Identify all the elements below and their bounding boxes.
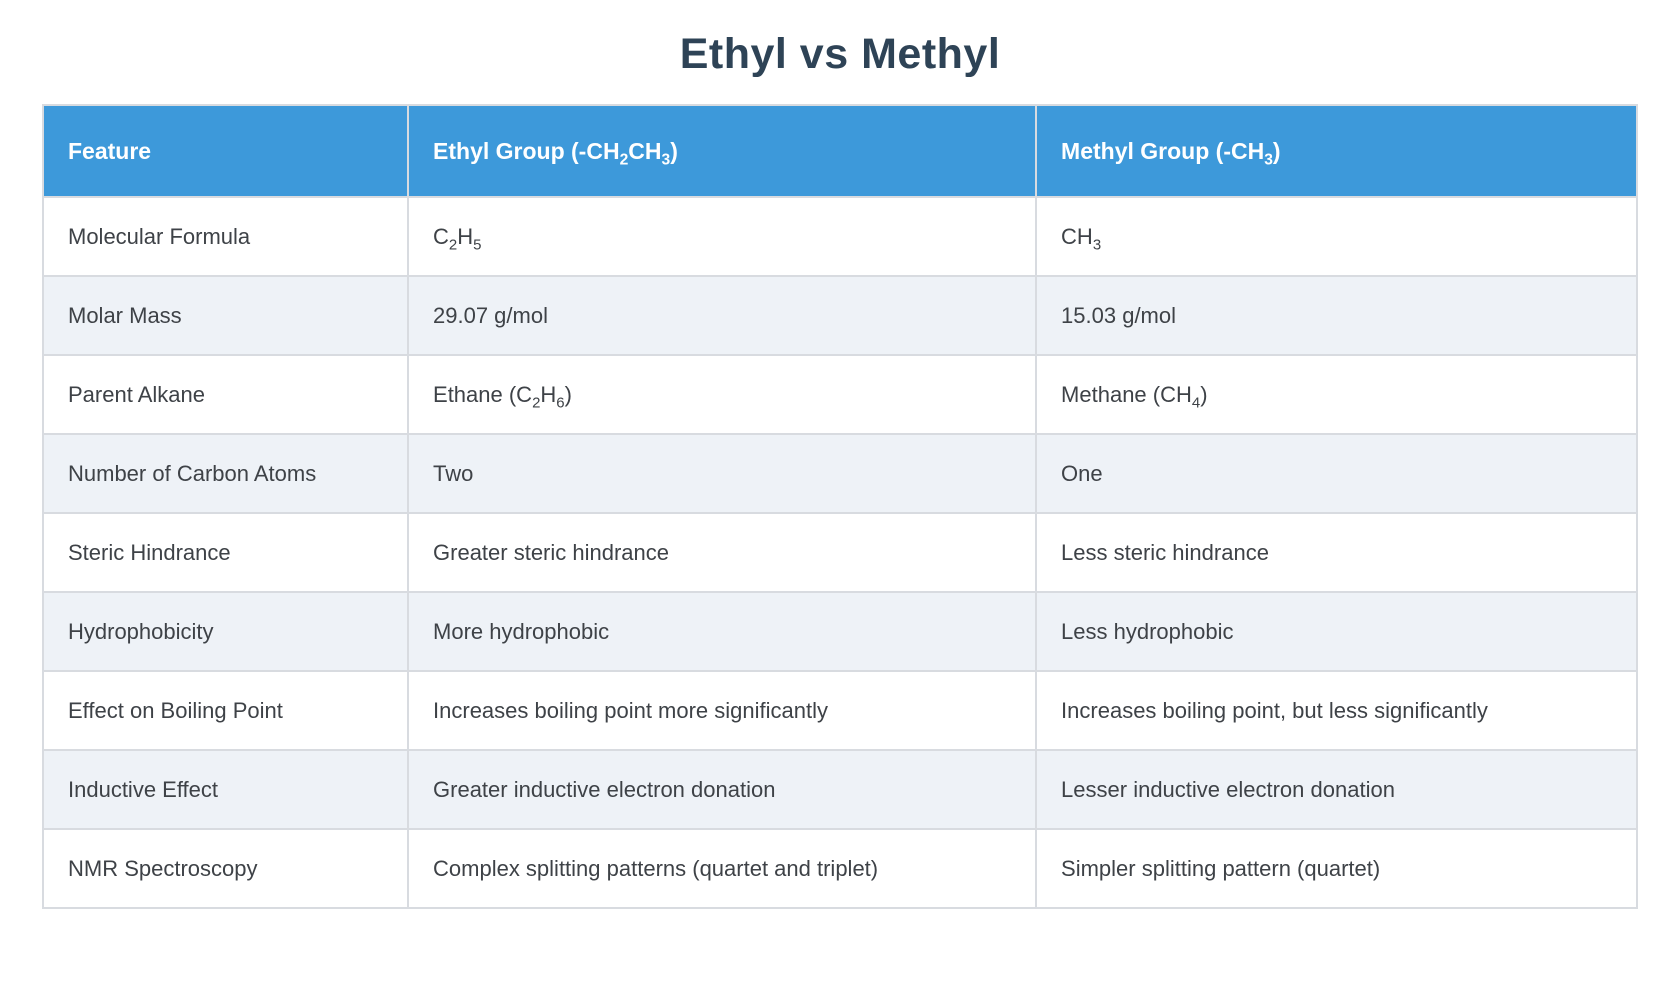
cell-ethyl: More hydrophobic <box>407 591 1038 673</box>
subscript: 2 <box>619 151 629 169</box>
subscript: 3 <box>1092 236 1102 254</box>
subscript: 3 <box>661 151 671 169</box>
cell-methyl: One <box>1035 433 1638 515</box>
cell-ethyl: Greater inductive electron donation <box>407 749 1038 831</box>
cell-methyl: 15.03 g/mol <box>1035 275 1638 357</box>
column-header-feature: Feature <box>41 104 410 199</box>
subscript: 5 <box>473 236 482 254</box>
subscript: 6 <box>556 394 565 412</box>
column-header-ethyl: Ethyl Group (-CH2CH3) <box>407 104 1038 199</box>
cell-feature: Parent Alkane <box>41 354 410 436</box>
page-title: Ethyl vs Methyl <box>679 30 1001 78</box>
cell-ethyl: Two <box>407 433 1038 515</box>
cell-ethyl: Greater steric hindrance <box>407 512 1038 594</box>
table-row: Molecular Formula C2H5 CH3 <box>41 196 1638 278</box>
page: Ethyl vs Methyl Feature Ethyl Group (-CH2… <box>0 30 1680 910</box>
table-body: Molecular Formula C2H5 CH3 Molar Mass 29.07 … <box>41 196 1638 910</box>
cell-feature: Steric Hindrance <box>41 512 410 594</box>
cell-feature: Inductive Effect <box>41 749 410 831</box>
cell-ethyl: Increases boiling point more significant… <box>407 670 1038 752</box>
table-row: Parent Alkane Ethane (C2H6) Methane (CH4) <box>41 354 1638 436</box>
cell-ethyl: Complex splitting patterns (quartet and … <box>407 828 1038 910</box>
cell-methyl: Lesser inductive electron donation <box>1035 749 1638 831</box>
subscript: 2 <box>448 236 458 254</box>
table-row: Hydrophobicity More hydrophobic Less hydro… <box>41 591 1638 673</box>
cell-methyl: Simpler splitting pattern (quartet) <box>1035 828 1638 910</box>
cell-ethyl: Ethane (C2H6) <box>407 354 1038 436</box>
table-row: Effect on Boiling Point Increases boiling… <box>41 670 1638 752</box>
table-row: Number of Carbon Atoms Two One <box>41 433 1638 515</box>
cell-ethyl: C2H5 <box>407 196 1038 278</box>
cell-feature: Hydrophobicity <box>41 591 410 673</box>
table-row: Molar Mass 29.07 g/mol 15.03 g/mol <box>41 275 1638 357</box>
cell-feature: Molar Mass <box>41 275 410 357</box>
cell-feature: NMR Spectroscopy <box>41 828 410 910</box>
subscript: 3 <box>1264 151 1273 169</box>
cell-methyl: Less steric hindrance <box>1035 512 1638 594</box>
table-header-row: Feature Ethyl Group (-CH2CH3) Methyl Group… <box>41 104 1638 199</box>
cell-feature: Molecular Formula <box>41 196 410 278</box>
cell-methyl: CH3 <box>1035 196 1638 278</box>
subscript: 4 <box>1191 394 1201 412</box>
column-header-methyl: Methyl Group (-CH3) <box>1035 104 1638 199</box>
cell-feature: Effect on Boiling Point <box>41 670 410 752</box>
table-row: NMR Spectroscopy Complex splitting patter… <box>41 828 1638 910</box>
cell-feature: Number of Carbon Atoms <box>41 433 410 515</box>
cell-methyl: Increases boiling point, but less signif… <box>1035 670 1638 752</box>
table-header: Feature Ethyl Group (-CH2CH3) Methyl Group… <box>41 104 1638 199</box>
cell-methyl: Less hydrophobic <box>1035 591 1638 673</box>
comparison-table: Feature Ethyl Group (-CH2CH3) Methyl Group… <box>41 104 1638 910</box>
subscript: 2 <box>532 394 541 412</box>
table-row: Inductive Effect Greater inductive electr… <box>41 749 1638 831</box>
cell-methyl: Methane (CH4) <box>1035 354 1638 436</box>
cell-ethyl: 29.07 g/mol <box>407 275 1038 357</box>
table-row: Steric Hindrance Greater steric hindrance… <box>41 512 1638 594</box>
